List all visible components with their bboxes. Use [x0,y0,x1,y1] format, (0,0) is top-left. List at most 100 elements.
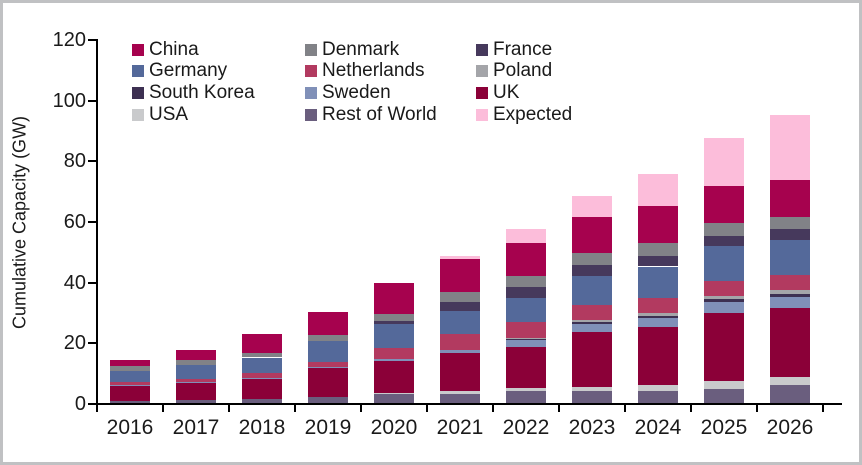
x-tick-mark [624,405,626,412]
legend-label: Poland [493,60,553,82]
bar-segment-denmark [440,291,480,302]
bar-segment-poland [704,295,744,299]
legend-label: Sweden [322,81,391,103]
bar-segment-poland [770,290,810,294]
legend-swatch-icon [132,65,144,78]
y-tick-label: 80 [63,150,86,173]
bar-segment-sweden [308,366,348,368]
bar-segment-france [704,235,744,247]
legend-label: South Korea [149,81,255,103]
y-tick-mark [88,39,96,41]
x-tick-label: 2025 [700,416,748,439]
bar-segment-china [176,349,216,361]
bar-segment-china [308,312,348,336]
y-tick-mark [88,99,96,102]
legend-swatch-icon [132,86,144,99]
x-tick-label: 2026 [766,416,814,439]
bar-segment-china [506,242,546,276]
bar-segment-sweden [638,318,678,328]
x-tick-mark [690,405,692,412]
bar-segment-denmark [374,314,414,321]
bar-segment-netherlands [176,378,216,383]
bar-segment-netherlands [242,373,282,378]
bar-segment-germany [704,246,744,281]
x-tick-mark [360,405,362,412]
x-tick-label: 2022 [502,416,550,439]
bar-segment-denmark [704,223,744,236]
bar-segment-china [440,259,480,292]
y-tick-label: 40 [63,271,86,294]
bar-segment-usa [770,376,810,386]
legend-swatch-icon [476,108,488,121]
y-tick-mark [88,160,96,163]
x-tick-mark [294,405,296,412]
y-tick-label: 100 [52,89,86,112]
x-tick-mark [426,405,428,412]
x-tick-mark [822,405,824,412]
x-tick-label: 2019 [304,416,352,439]
bar-segment-china [770,180,810,218]
bar-segment-uk [440,352,480,392]
bar-segment-expected [770,114,810,181]
bar-segment-uk [506,347,546,388]
legend-label: Netherlands [322,60,425,82]
legend-label: Germany [149,60,228,82]
legend-item-netherlands: Netherlands [305,61,476,81]
bar-segment-usa [704,381,744,389]
legend-swatch-icon [132,43,144,56]
bar-segment-uk [242,378,282,400]
bar-segment-france [440,301,480,311]
bar-segment-rest-of-world [242,399,282,403]
bar-segment-south-korea [638,315,678,319]
legend-item-usa: USA [132,104,305,125]
x-tick-mark [492,405,494,412]
bar-segment-rest-of-world [440,393,480,403]
bar-segment-china [374,283,414,315]
bar-segment-uk [770,308,810,377]
legend-item-rest-of-world: Rest of World [305,103,476,125]
bar-segment-rest-of-world [176,399,216,403]
bar-segment-usa [506,387,546,391]
legend-label: Denmark [322,38,400,60]
bar-segment-uk [638,327,678,386]
y-axis-line [96,39,98,405]
x-tick-label: 2024 [634,416,682,439]
legend-swatch-icon [476,65,488,78]
bar-segment-denmark [572,253,612,266]
bar-segment-expected [638,174,678,207]
bar-segment-netherlands [704,280,744,296]
bar-segment-netherlands [506,321,546,338]
y-tick-label: 120 [52,29,86,51]
legend-item-denmark: Denmark [305,38,476,60]
x-tick-mark [756,405,758,412]
bar-segment-france [638,255,678,267]
legend-label: Rest of World [322,103,437,125]
bar-segment-expected [440,256,480,260]
legend-label: Expected [493,103,573,125]
x-tick-label: 2017 [172,416,220,439]
legend-swatch-icon [305,43,317,56]
legend-item-france: France [476,39,676,60]
y-tick-label: 20 [63,332,86,355]
legend-label: China [149,38,199,60]
y-tick-mark [88,403,96,405]
bar-segment-germany [440,310,480,335]
bar-segment-china [638,206,678,244]
bar-segment-france [572,265,612,277]
legend-item-south-korea: South Korea [132,81,305,103]
bar-segment-france [374,320,414,324]
bar-segment-rest-of-world [308,396,348,403]
bar-segment-uk [374,361,414,393]
x-tick-label: 2020 [370,416,418,439]
bar-segment-rest-of-world [704,388,744,403]
bar-segment-sweden [242,377,282,379]
bar-segment-uk [572,332,612,387]
bar-segment-germany [506,298,546,322]
legend-swatch-icon [476,43,488,56]
bar-segment-uk [110,385,150,401]
bar-segment-netherlands [110,382,150,385]
bar-segment-usa [374,392,414,394]
bar-segment-sweden [506,339,546,348]
bar-segment-netherlands [572,305,612,321]
bar-segment-south-korea [572,322,612,325]
